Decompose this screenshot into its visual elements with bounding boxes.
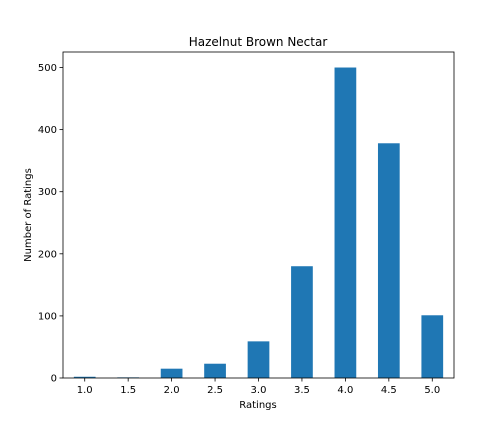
chart-title: Hazelnut Brown Nectar: [189, 35, 328, 49]
bar-3.0: [247, 341, 270, 378]
x-tick-label: 3.0: [251, 385, 267, 396]
bar-4.5: [377, 143, 400, 378]
bar-4.0: [334, 67, 357, 379]
x-tick-label: 1.5: [120, 385, 136, 396]
plot-frame: [62, 51, 455, 379]
bar-3.5: [291, 266, 313, 378]
x-tick-label: 2.0: [164, 385, 180, 396]
x-tick-label: 5.0: [424, 385, 440, 396]
x-axis-ticks: 1.0 1.5 2.0 2.5 3.0 3.5 4.0 4.5 5.0: [77, 378, 440, 396]
y-tick-label: 500: [38, 63, 57, 74]
x-tick-label: 2.5: [207, 385, 223, 396]
x-tick-label: 3.5: [294, 385, 310, 396]
y-axis-label: Number of Ratings: [23, 168, 34, 262]
y-axis-ticks: 0 100 200 300 400 500: [38, 63, 63, 385]
y-tick-label: 100: [38, 311, 57, 322]
bars: [73, 67, 444, 379]
x-tick-label: 4.5: [381, 385, 397, 396]
y-tick-label: 400: [38, 125, 57, 136]
x-tick-label: 1.0: [77, 385, 93, 396]
bar-2.0: [160, 368, 183, 378]
bar-1.0: [73, 376, 96, 378]
y-tick-label: 300: [38, 187, 57, 198]
y-tick-label: 0: [51, 374, 57, 385]
bar-5.0: [421, 315, 444, 378]
x-axis-label: Ratings: [239, 400, 276, 411]
x-tick-label: 4.0: [337, 385, 353, 396]
bar-2.5: [204, 363, 226, 378]
y-tick-label: 200: [38, 249, 57, 260]
